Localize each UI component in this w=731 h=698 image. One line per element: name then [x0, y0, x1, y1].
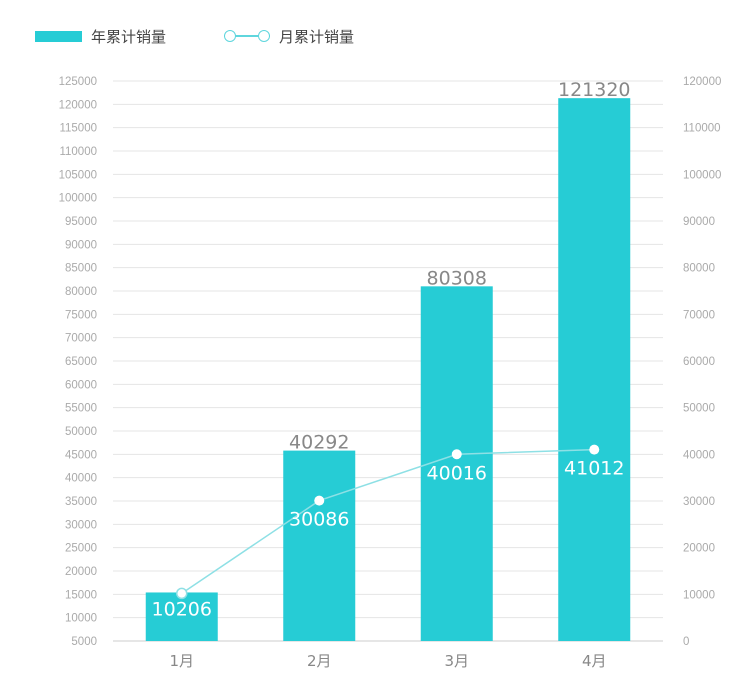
x-axis-category-label: 3月 — [444, 652, 469, 670]
left-axis-tick-label: 80000 — [65, 286, 97, 298]
right-axis-tick-label: 10000 — [683, 589, 715, 601]
right-axis-tick-label: 20000 — [683, 543, 715, 555]
bar — [558, 98, 631, 641]
right-axis-tick-label: 80000 — [683, 263, 715, 275]
legend-line-label: 月累计销量 — [279, 27, 355, 46]
legend-line-swatch — [224, 29, 271, 43]
left-axis-tick-label: 40000 — [65, 473, 97, 485]
legend-bar-swatch — [35, 30, 82, 42]
bar — [420, 286, 493, 641]
right-axis-tick-label: 110000 — [683, 123, 721, 135]
left-axis-tick-label: 35000 — [65, 496, 97, 508]
line-value-label: 30086 — [289, 509, 349, 531]
legend-item-bar[interactable]: 年累计销量 — [35, 26, 166, 47]
line-point — [314, 495, 325, 506]
right-axis-tick-label: 50000 — [683, 403, 715, 415]
left-axis-tick-label: 30000 — [65, 519, 97, 531]
right-axis-tick-label: 60000 — [683, 356, 715, 368]
x-axis-category-label: 1月 — [169, 652, 194, 670]
right-axis-tick-label: 100000 — [683, 169, 721, 181]
left-axis-tick-label: 10000 — [65, 613, 97, 625]
left-axis-tick-label: 75000 — [65, 309, 97, 321]
left-axis-tick-label: 90000 — [65, 239, 97, 251]
bar-value-label: 40292 — [289, 432, 349, 454]
left-axis-tick-label: 105000 — [59, 169, 97, 181]
left-axis-tick-label: 70000 — [65, 333, 97, 345]
left-axis-tick-label: 50000 — [65, 426, 97, 438]
bar — [283, 450, 356, 641]
legend-bar-label: 年累计销量 — [91, 27, 167, 46]
left-axis-tick-label: 110000 — [59, 146, 97, 158]
right-axis-tick-label: 70000 — [683, 309, 715, 321]
bar-value-label: 121320 — [558, 79, 631, 101]
left-axis-tick-label: 85000 — [65, 263, 97, 275]
legend-item-line[interactable]: 月累计销量 — [224, 26, 354, 47]
line-series — [181, 448, 595, 594]
left-axis-tick-label: 25000 — [65, 543, 97, 555]
x-axis-category-label: 4月 — [582, 652, 607, 670]
right-axis-tick-label: 90000 — [683, 216, 715, 228]
bar — [145, 592, 218, 641]
chart-legend: 年累计销量 月累计销量 — [35, 22, 412, 50]
bar-value-label: 10206 — [152, 598, 212, 620]
right-axis-tick-label: 0 — [683, 636, 689, 648]
line-point — [176, 587, 188, 600]
x-axis-category-label: 2月 — [307, 652, 332, 670]
line-point — [589, 444, 600, 455]
right-axis-tick-label: 40000 — [683, 449, 715, 461]
bar-value-label: 80308 — [427, 267, 487, 289]
left-axis-tick-label: 65000 — [65, 356, 97, 368]
left-axis-tick-label: 115000 — [59, 123, 97, 135]
left-axis-tick-label: 15000 — [65, 589, 97, 601]
left-axis-tick-label: 95000 — [65, 216, 97, 228]
left-axis-tick-label: 20000 — [65, 566, 97, 578]
left-axis-tick-label: 60000 — [65, 379, 97, 391]
right-axis-tick-label: 30000 — [683, 496, 715, 508]
left-axis-tick-label: 55000 — [65, 403, 97, 415]
left-axis-tick-label: 45000 — [65, 449, 97, 461]
line-value-label: 40016 — [427, 462, 487, 484]
left-axis-tick-label: 100000 — [59, 193, 97, 205]
left-axis-tick-label: 125000 — [59, 76, 97, 88]
right-axis-tick-label: 120000 — [683, 76, 721, 88]
left-axis-tick-label: 120000 — [59, 99, 97, 111]
line-point — [451, 449, 462, 460]
line-value-label: 41012 — [564, 458, 624, 480]
left-axis-tick-label: 5000 — [71, 636, 97, 648]
